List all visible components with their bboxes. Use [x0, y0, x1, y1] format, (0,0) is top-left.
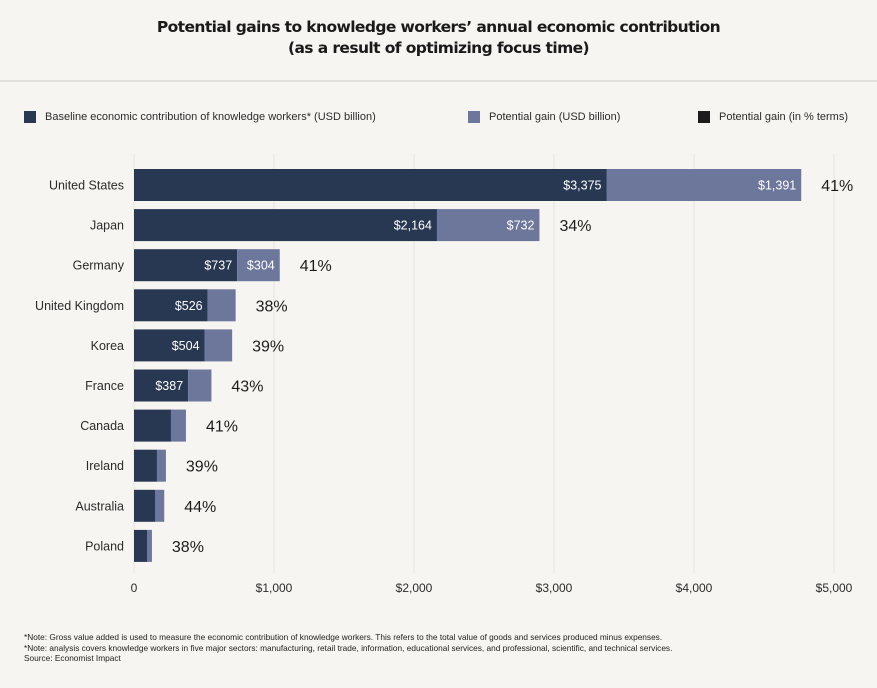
- chart-title-line-2: (as a result of optimizing focus time): [287, 39, 590, 57]
- bar-gain: [156, 449, 166, 482]
- bar-baseline: [134, 169, 607, 201]
- bar-baseline: [134, 369, 189, 402]
- legend-item-gain-usd: Potential gain (USD billion): [468, 111, 620, 123]
- legend-swatch-baseline: [24, 111, 36, 123]
- bar-gain: [606, 169, 802, 201]
- bar-gain: [207, 289, 236, 322]
- x-tick-label: $3,000: [536, 581, 573, 595]
- category-label: United States: [49, 179, 124, 193]
- bar-baseline-label: $3,375: [563, 179, 601, 193]
- x-tick-label: $5,000: [816, 581, 853, 595]
- bar-gain-label: $1,391: [758, 179, 796, 193]
- bar-gain: [237, 249, 280, 282]
- bar-gain: [188, 369, 212, 402]
- x-tick-label: $4,000: [676, 581, 713, 595]
- legend-swatch-gain-usd: [468, 111, 480, 123]
- source-note: Source: Economist Impact: [24, 653, 121, 663]
- chart-title-line-1: Potential gains to knowledge workers’ an…: [156, 18, 721, 36]
- bar-gain: [147, 529, 152, 562]
- bar-gain-label: $732: [507, 219, 535, 233]
- legend-swatch-gain-pct: [698, 111, 710, 123]
- category-label: France: [85, 379, 124, 393]
- percent-gain-label: 41%: [300, 258, 332, 275]
- percent-gain-label: 44%: [184, 499, 216, 516]
- percent-gain-label: 39%: [252, 338, 284, 355]
- bar-gain: [170, 409, 186, 442]
- percent-gain-label: 38%: [256, 298, 288, 315]
- legend-label-baseline: Baseline economic contribution of knowle…: [45, 111, 376, 123]
- chart-title: Potential gains to knowledge workers’ an…: [0, 17, 877, 59]
- bar-baseline: [134, 449, 157, 482]
- bar-baseline: [134, 289, 208, 322]
- x-tick-label: 0: [131, 581, 138, 595]
- bar-baseline-label: $2,164: [394, 219, 432, 233]
- percent-gain-label: 41%: [206, 419, 238, 436]
- category-label: United Kingdom: [35, 299, 124, 313]
- legend: Baseline economic contribution of knowle…: [0, 111, 877, 127]
- legend-label-gain-pct: Potential gain (in % terms): [719, 111, 848, 123]
- bar-baseline: [134, 409, 171, 442]
- title-divider: [0, 80, 877, 82]
- x-tick-label: $1,000: [256, 581, 293, 595]
- legend-label-gain-usd: Potential gain (USD billion): [489, 111, 621, 123]
- legend-item-gain-pct: Potential gain (in % terms): [698, 111, 848, 123]
- percent-gain-label: 41%: [821, 178, 853, 195]
- percent-gain-label: 34%: [559, 218, 591, 235]
- percent-gain-label: 38%: [172, 539, 204, 556]
- category-label: Australia: [75, 499, 124, 513]
- category-label: Poland: [85, 539, 124, 553]
- bar-baseline: [134, 329, 205, 362]
- category-label: Korea: [91, 339, 124, 353]
- footnote-1: *Note: Gross value added is used to meas…: [24, 632, 663, 642]
- category-label: Japan: [90, 219, 124, 233]
- percent-gain-label: 39%: [186, 459, 218, 476]
- bar-baseline: [134, 249, 238, 282]
- bar-baseline: [134, 529, 148, 562]
- bar-gain: [436, 209, 540, 242]
- bar-baseline-label: $387: [155, 379, 183, 393]
- bar-baseline-label: $504: [172, 339, 200, 353]
- category-label: Ireland: [86, 459, 124, 473]
- legend-item-baseline: Baseline economic contribution of knowle…: [24, 111, 376, 123]
- x-tick-label: $2,000: [396, 581, 433, 595]
- category-label: Germany: [73, 259, 125, 273]
- bar-gain: [204, 329, 233, 362]
- bar-gain-label: $304: [247, 259, 275, 273]
- bar-gain: [155, 489, 165, 522]
- category-label: Canada: [80, 419, 124, 433]
- bar-baseline-label: $737: [204, 259, 232, 273]
- bar-baseline: [134, 489, 155, 522]
- footnotes: *Note: Gross value added is used to meas…: [24, 632, 672, 664]
- footnote-2: *Note: analysis covers knowledge workers…: [24, 642, 673, 653]
- bar-baseline-label: $526: [175, 299, 203, 313]
- bar-baseline: [134, 209, 437, 242]
- percent-gain-label: 43%: [231, 379, 263, 396]
